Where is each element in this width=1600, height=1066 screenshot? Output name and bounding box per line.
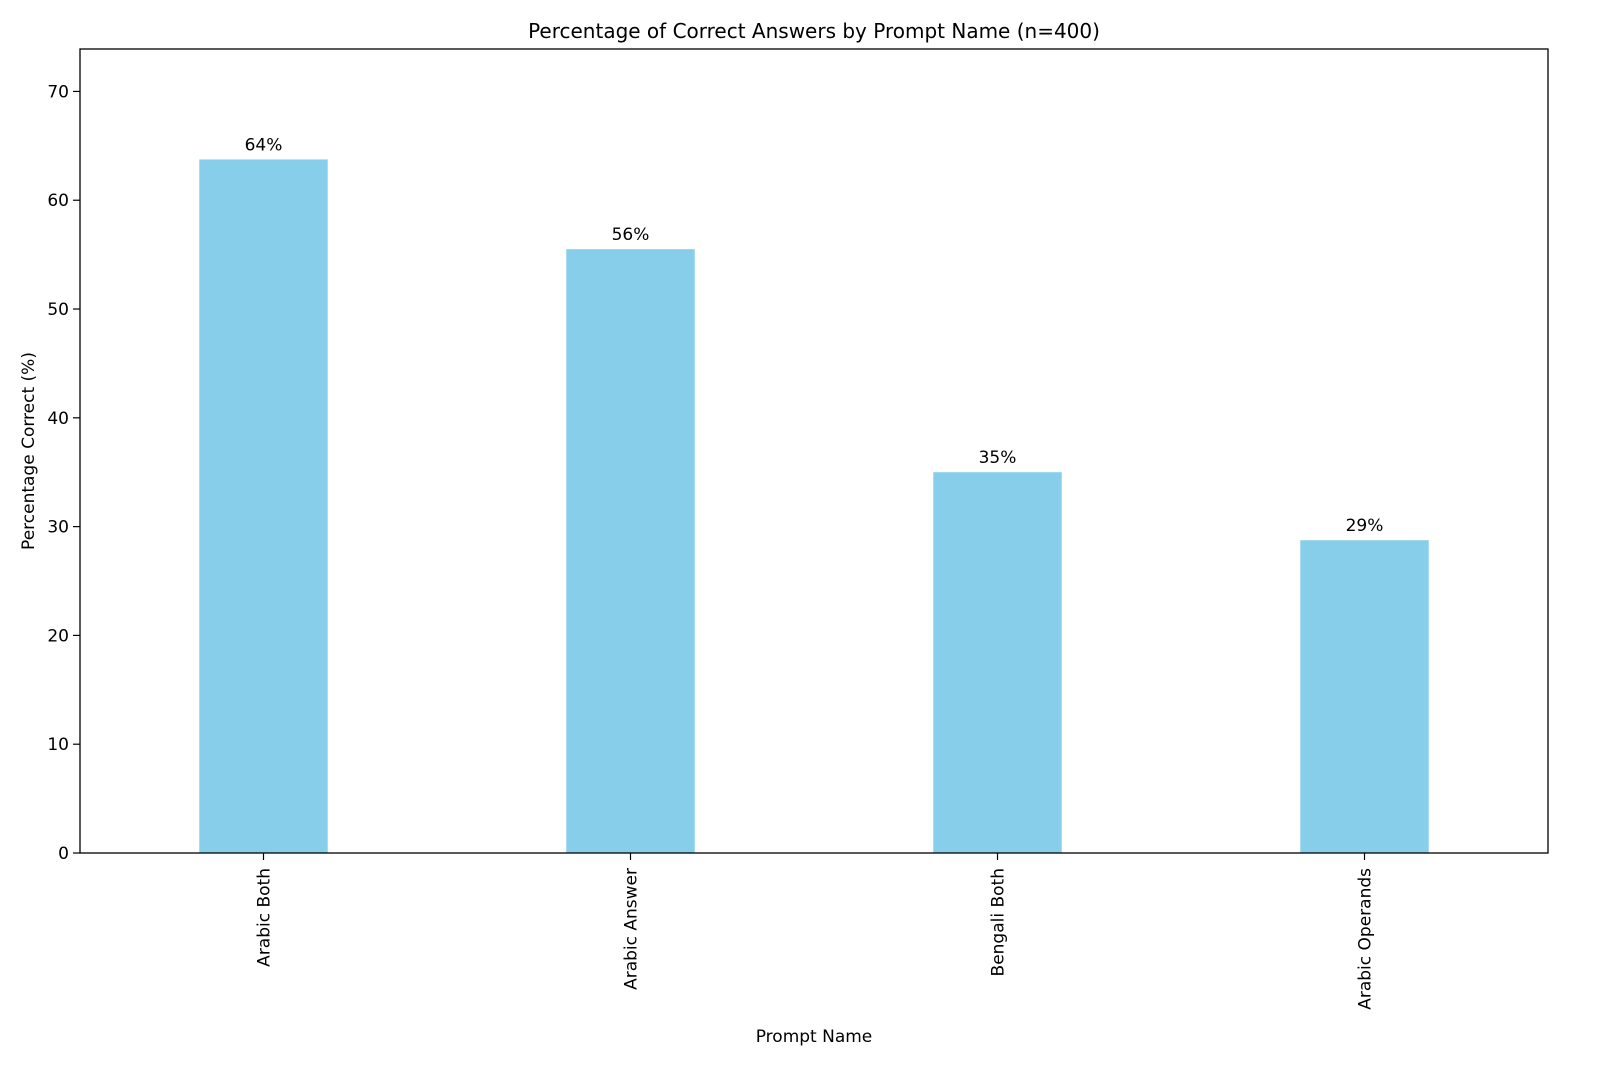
y-tick-label: 10 — [47, 735, 69, 755]
y-tick-label: 70 — [47, 82, 69, 102]
plot-frame — [79, 48, 1549, 854]
y-axis: 0 10 20 30 40 50 60 70 — [47, 82, 80, 864]
bar-bengali-both — [933, 472, 1062, 853]
chart-title: Percentage of Correct Answers by Prompt … — [528, 19, 1100, 43]
y-tick-label: 0 — [58, 844, 69, 864]
x-axis-label: Prompt Name — [756, 1027, 873, 1047]
x-tick-label: Arabic Both — [255, 868, 275, 967]
bar-arabic-both — [199, 159, 328, 853]
y-tick-label: 50 — [47, 300, 69, 320]
y-axis-label: Percentage Correct (%) — [19, 352, 39, 550]
bar-arabic-answer — [566, 249, 695, 854]
bars-group — [199, 159, 1429, 854]
x-tick-label: Arabic Answer — [622, 868, 642, 990]
y-tick-label: 60 — [47, 191, 69, 211]
x-tick-label: Arabic Operands — [1356, 868, 1376, 1010]
y-tick-label: 20 — [47, 626, 69, 646]
bar-labels-group: 64% 56% 35% 29% — [245, 135, 1384, 536]
bar-value-label: 64% — [245, 135, 283, 155]
x-axis: Arabic Both Arabic Answer Bengali Both Arab… — [255, 853, 1376, 1010]
bar-value-label: 29% — [1346, 516, 1384, 536]
y-tick-label: 40 — [47, 409, 69, 429]
bar-value-label: 35% — [979, 448, 1017, 468]
y-tick-label: 30 — [47, 518, 69, 538]
x-tick-label: Bengali Both — [989, 868, 1009, 976]
bar-value-label: 56% — [612, 225, 650, 245]
bar-arabic-operands — [1300, 540, 1429, 853]
